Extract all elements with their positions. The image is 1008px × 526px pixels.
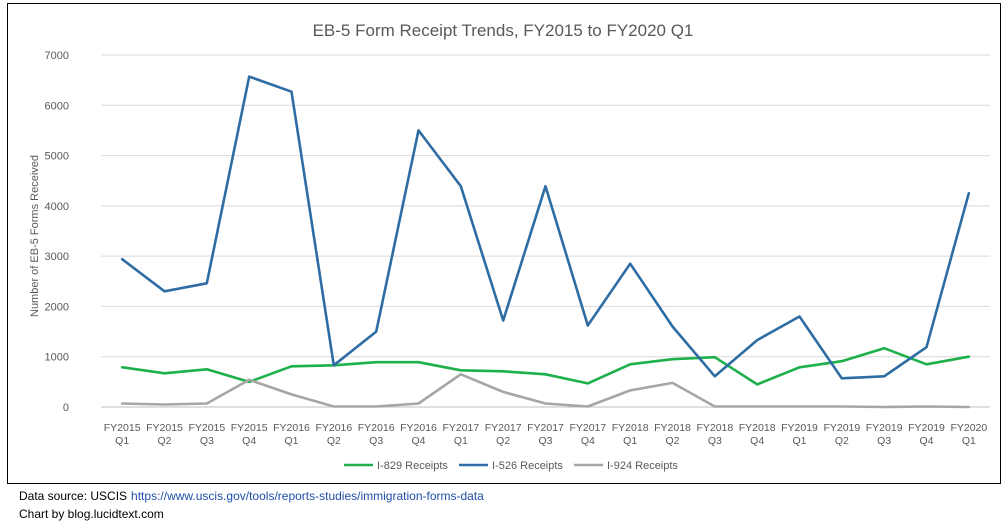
y-tick-label: 3000	[45, 251, 69, 263]
x-tick-label: FY2019 Q4	[908, 422, 945, 447]
x-tick-label: FY2019 Q2	[823, 422, 860, 447]
x-tick-label: FY2020 Q1	[950, 422, 987, 447]
x-tick-label: FY2019 Q1	[781, 422, 818, 447]
y-tick-label: 0	[63, 402, 69, 414]
chart-frame: EB-5 Form Receipt Trends, FY2015 to FY20…	[7, 3, 1001, 484]
legend-label: I-526 Receipts	[492, 460, 563, 472]
x-tick-label: FY2018 Q3	[696, 422, 733, 447]
chart-title: EB-5 Form Receipt Trends, FY2015 to FY20…	[313, 21, 694, 40]
legend-label: I-924 Receipts	[607, 460, 678, 472]
y-tick-label: 1000	[45, 352, 69, 364]
data-source-note: Data source: USCIS https://www.uscis.gov/…	[19, 489, 484, 503]
x-tick-label: FY2015 Q3	[188, 422, 225, 447]
x-tick-label: FY2018 Q4	[739, 422, 776, 447]
series-line-i-526-receipts	[120, 75, 971, 380]
x-tick-label: FY2017 Q4	[569, 422, 606, 447]
series-line-i-829-receipts	[120, 346, 971, 386]
line-chart: EB-5 Form Receipt Trends, FY2015 to FY20…	[29, 21, 990, 472]
data-source-link[interactable]: https://www.uscis.gov/tools/reports-stud…	[131, 489, 484, 503]
data-source-label: Data source: USCIS	[19, 489, 128, 503]
chart-credit: Chart by blog.lucidtext.com	[19, 507, 164, 521]
x-tick-label: FY2019 Q3	[866, 422, 903, 447]
x-tick-label: FY2016 Q2	[315, 422, 352, 447]
x-tick-label: FY2018 Q1	[612, 422, 649, 447]
x-tick-label: FY2018 Q2	[654, 422, 691, 447]
x-tick-label: FY2015 Q1	[104, 422, 141, 447]
y-tick-labels: 0 1000 2000 3000 4000 5000 6000 7000	[45, 50, 69, 414]
y-tick-label: 5000	[45, 151, 69, 163]
y-tick-label: 4000	[45, 201, 69, 213]
legend-label: I-829 Receipts	[377, 460, 448, 472]
y-tick-label: 7000	[45, 50, 69, 62]
series-lines	[120, 75, 971, 409]
legend: I-829 Receipts I-526 Receipts I-924 Receip…	[344, 460, 678, 472]
x-tick-label: FY2016 Q4	[400, 422, 437, 447]
gridlines	[101, 54, 990, 408]
y-tick-label: 6000	[45, 100, 69, 112]
x-tick-label: FY2016 Q1	[273, 422, 310, 447]
x-tick-label: FY2016 Q3	[358, 422, 395, 447]
x-tick-label: FY2015 Q4	[231, 422, 268, 447]
y-tick-label: 2000	[45, 301, 69, 313]
x-tick-label: FY2017 Q2	[485, 422, 522, 447]
x-tick-label: FY2017 Q3	[527, 422, 564, 447]
x-tick-label: FY2015 Q2	[146, 422, 183, 447]
series-line-i-924-receipts	[120, 372, 971, 409]
y-axis-label: Number of EB-5 Forms Received	[29, 155, 41, 317]
x-tick-label: FY2017 Q1	[442, 422, 479, 447]
